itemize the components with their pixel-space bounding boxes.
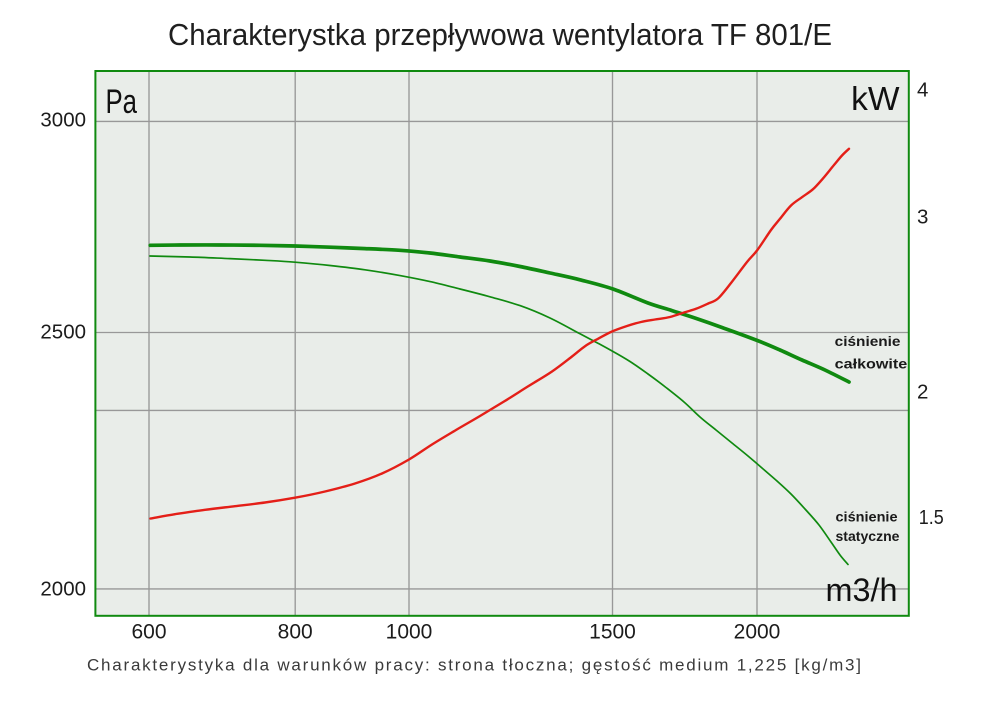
svg-text:kW: kW: [851, 81, 900, 118]
svg-text:całkowite: całkowite: [835, 355, 908, 371]
svg-text:Charakterystyka dla warunków p: Charakterystyka dla warunków pracy: stro…: [87, 656, 861, 675]
svg-text:statyczne: statyczne: [836, 528, 900, 544]
svg-text:3000: 3000: [40, 108, 86, 131]
svg-text:1500: 1500: [589, 621, 636, 644]
svg-text:3: 3: [917, 206, 928, 229]
svg-text:2500: 2500: [40, 321, 86, 344]
svg-text:Pa: Pa: [106, 83, 138, 121]
svg-text:Charakterystka przepływowa wen: Charakterystka przepływowa wentylatora T…: [168, 17, 832, 52]
svg-text:1.5: 1.5: [919, 506, 944, 529]
svg-text:2: 2: [917, 380, 928, 403]
svg-text:m3/h: m3/h: [826, 572, 898, 608]
svg-text:4: 4: [917, 78, 928, 101]
svg-text:600: 600: [131, 621, 166, 644]
svg-text:1000: 1000: [386, 621, 433, 644]
svg-text:800: 800: [278, 621, 313, 644]
svg-text:2000: 2000: [734, 621, 781, 644]
svg-text:ciśnienie: ciśnienie: [836, 509, 898, 525]
svg-text:2000: 2000: [40, 578, 86, 601]
svg-text:ciśnienie: ciśnienie: [835, 333, 901, 349]
